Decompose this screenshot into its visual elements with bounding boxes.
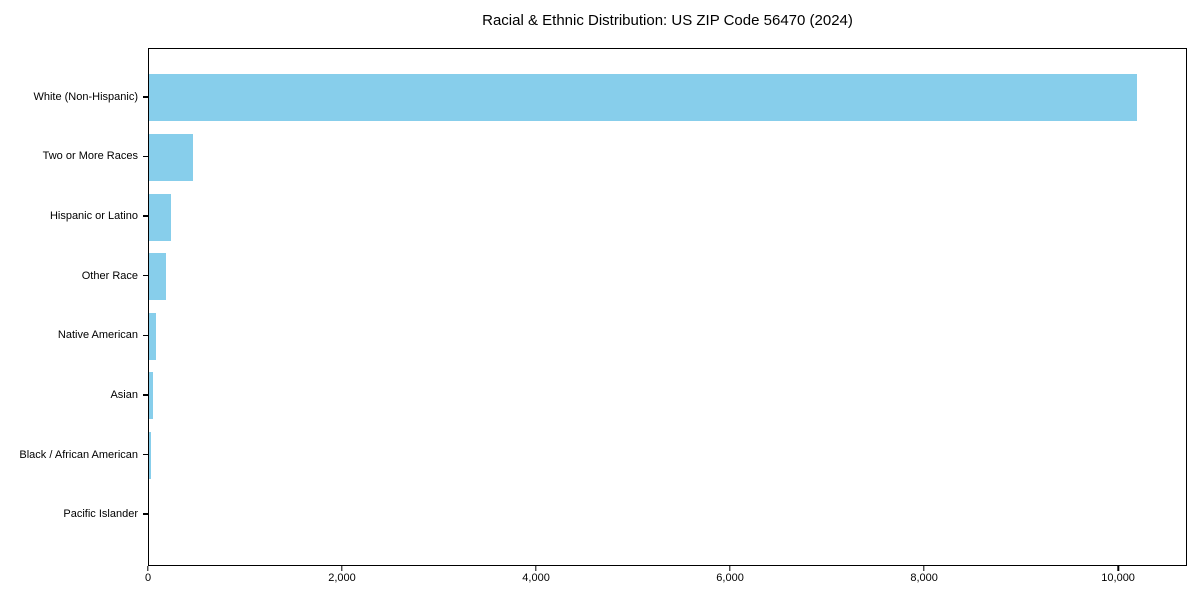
y-tick-mark	[143, 155, 148, 158]
bar-asian	[149, 372, 153, 420]
y-axis-label: Hispanic or Latino	[49, 210, 138, 223]
bar-white-non-hispanic	[149, 74, 1137, 122]
y-tick-mark	[143, 215, 148, 217]
x-tick-label: 10,000	[1101, 572, 1135, 584]
bar-row-pacific-islander	[149, 485, 1186, 545]
x-tick-label: 6,000	[716, 572, 744, 584]
bar-native-american	[149, 312, 156, 360]
bar-row-native-american	[149, 307, 1186, 367]
y-axis-label: Asian	[110, 388, 138, 401]
x-tick-mark	[923, 566, 925, 571]
x-tick-mark	[1117, 566, 1119, 571]
y-tick-mark	[143, 394, 148, 396]
bar-row-asian	[149, 366, 1186, 426]
bars-container	[149, 68, 1186, 545]
bar-hispanic-or-latino	[149, 193, 171, 241]
y-label-row-other-race: Other Race	[0, 246, 148, 306]
x-tick-mark	[729, 566, 731, 571]
y-tick-mark	[143, 513, 148, 515]
bar-row-white-non-hispanic	[149, 68, 1186, 128]
y-label-row-asian: Asian	[0, 365, 148, 425]
y-tick-mark	[143, 334, 148, 336]
x-tick-mark	[341, 566, 343, 571]
x-tick-label: 8,000	[910, 572, 938, 584]
y-tick-mark	[143, 274, 148, 277]
bar-other-race	[149, 253, 166, 301]
plot-area	[148, 48, 1187, 566]
x-tick-label: 2,000	[328, 572, 356, 584]
bar-black-african-american	[149, 432, 152, 480]
bar-row-hispanic-or-latino	[149, 187, 1186, 247]
y-label-row-white-non-hispanic: White (Non-Hispanic)	[0, 67, 148, 127]
bar-row-two-or-more-races	[149, 128, 1186, 188]
bar-two-or-more-races	[149, 133, 193, 181]
x-tick-label: 4,000	[522, 572, 550, 584]
x-tick-label: 0	[144, 572, 152, 584]
bar-row-other-race	[149, 247, 1186, 307]
y-axis-label: White (Non-Hispanic)	[33, 90, 138, 103]
y-axis-label: Pacific Islander	[63, 508, 138, 521]
y-label-row-pacific-islander: Pacific Islander	[0, 484, 148, 544]
y-label-row-hispanic-or-latino: Hispanic or Latino	[0, 186, 148, 246]
y-axis-label: Black / African American	[19, 448, 138, 461]
y-axis-label: Other Race	[81, 269, 138, 282]
y-tick-mark	[143, 453, 148, 456]
y-tick-mark	[143, 96, 148, 98]
y-label-row-two-or-more-races: Two or More Races	[0, 127, 148, 187]
y-axis-labels: White (Non-Hispanic) Two or More Races His…	[0, 67, 148, 544]
y-axis-label: Two or More Races	[42, 150, 138, 163]
bar-row-black-african-american	[149, 426, 1186, 486]
y-label-row-native-american: Native American	[0, 306, 148, 366]
chart-title: Racial & Ethnic Distribution: US ZIP Cod…	[482, 12, 853, 29]
x-tick-mark	[147, 566, 149, 571]
x-tick-mark	[535, 566, 537, 571]
y-label-row-black-african-american: Black / African American	[0, 425, 148, 485]
y-axis-label: Native American	[57, 329, 138, 342]
x-axis: 0 2,000 4,000 6,000 8,000 10,000	[144, 566, 1187, 600]
